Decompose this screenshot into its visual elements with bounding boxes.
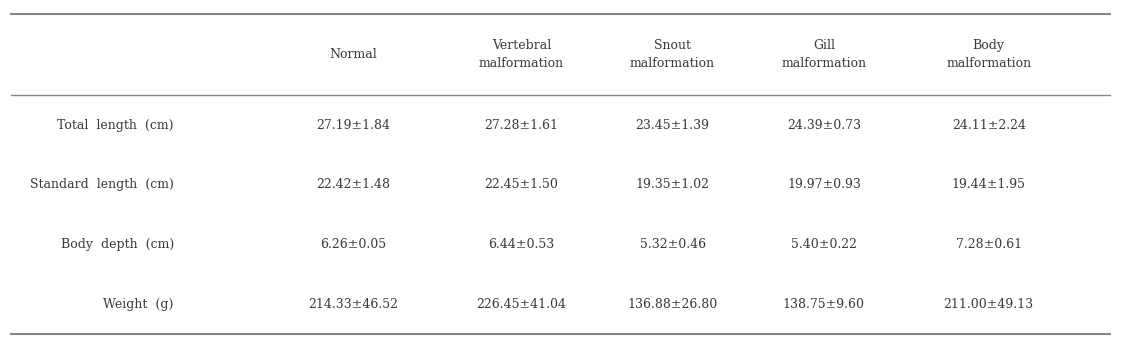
Text: Snout
malformation: Snout malformation — [630, 39, 715, 70]
Text: 211.00±49.13: 211.00±49.13 — [944, 298, 1034, 311]
Text: 22.42±1.48: 22.42±1.48 — [316, 178, 390, 192]
Text: 27.19±1.84: 27.19±1.84 — [316, 119, 390, 132]
Text: 19.44±1.95: 19.44±1.95 — [952, 178, 1026, 192]
Text: Normal: Normal — [330, 48, 377, 61]
Text: 5.40±0.22: 5.40±0.22 — [791, 238, 856, 251]
Text: 138.75±9.60: 138.75±9.60 — [782, 298, 865, 311]
Text: Gill
malformation: Gill malformation — [781, 39, 867, 70]
Text: 7.28±0.61: 7.28±0.61 — [956, 238, 1021, 251]
Text: Vertebral
malformation: Vertebral malformation — [479, 39, 564, 70]
Text: 6.44±0.53: 6.44±0.53 — [488, 238, 555, 251]
Text: 24.11±2.24: 24.11±2.24 — [952, 119, 1026, 132]
Text: 24.39±0.73: 24.39±0.73 — [787, 119, 861, 132]
Text: 214.33±46.52: 214.33±46.52 — [308, 298, 398, 311]
Text: 226.45±41.04: 226.45±41.04 — [476, 298, 566, 311]
Text: Body
malformation: Body malformation — [946, 39, 1031, 70]
Text: 27.28±1.61: 27.28±1.61 — [484, 119, 558, 132]
Text: Weight  (g): Weight (g) — [103, 298, 174, 311]
Text: 19.35±1.02: 19.35±1.02 — [636, 178, 710, 192]
Text: Standard  length  (cm): Standard length (cm) — [30, 178, 174, 192]
Text: 5.32±0.46: 5.32±0.46 — [640, 238, 705, 251]
Text: 23.45±1.39: 23.45±1.39 — [636, 119, 710, 132]
Text: 136.88±26.80: 136.88±26.80 — [628, 298, 717, 311]
Text: Total  length  (cm): Total length (cm) — [57, 119, 174, 132]
Text: Body  depth  (cm): Body depth (cm) — [61, 238, 174, 251]
Text: 6.26±0.05: 6.26±0.05 — [321, 238, 386, 251]
Text: 22.45±1.50: 22.45±1.50 — [484, 178, 558, 192]
Text: 19.97±0.93: 19.97±0.93 — [787, 178, 861, 192]
